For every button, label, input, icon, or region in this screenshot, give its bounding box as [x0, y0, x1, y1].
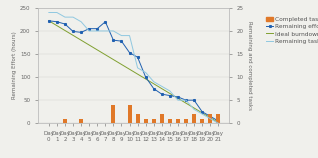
Legend: Completed tasks, Remaining effort, Ideal burndown, Remaining tasks: Completed tasks, Remaining effort, Ideal… — [266, 17, 318, 44]
Bar — [160, 114, 164, 123]
Bar — [208, 114, 212, 123]
Y-axis label: Remaining Effort (hours): Remaining Effort (hours) — [12, 32, 17, 99]
Bar — [111, 105, 115, 123]
Bar — [200, 119, 204, 123]
Bar — [144, 119, 148, 123]
Bar — [184, 119, 188, 123]
Bar — [128, 105, 132, 123]
Bar — [168, 119, 172, 123]
Bar — [152, 119, 156, 123]
Bar — [192, 114, 196, 123]
Bar — [176, 119, 180, 123]
Bar — [63, 119, 67, 123]
Bar — [79, 119, 83, 123]
Bar — [216, 114, 220, 123]
Bar — [135, 114, 140, 123]
Y-axis label: Remaining and completed tasks: Remaining and completed tasks — [247, 21, 252, 110]
